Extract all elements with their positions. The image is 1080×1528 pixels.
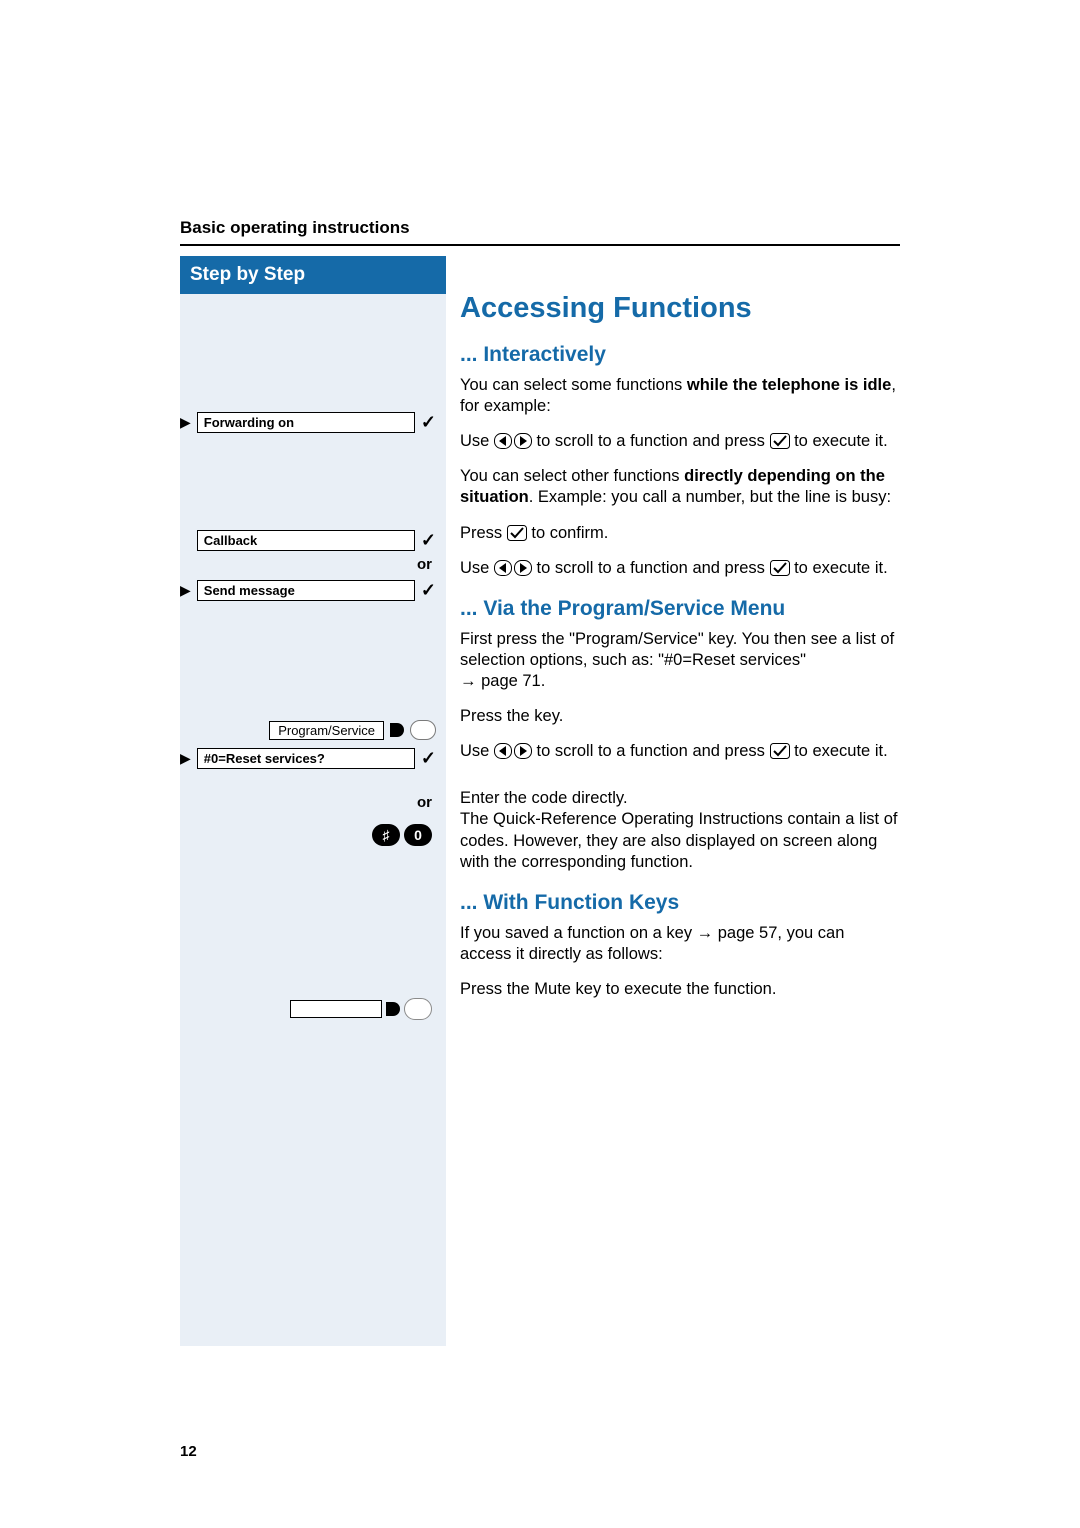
zero-key[interactable]: 0 bbox=[404, 824, 432, 846]
scroll-right-icon: ▶ bbox=[180, 582, 191, 599]
confirm-icon: ✓ bbox=[421, 748, 436, 769]
display-text: Forwarding on bbox=[197, 412, 415, 433]
t: Use bbox=[460, 742, 494, 760]
program-service-key: Program/Service bbox=[180, 720, 436, 740]
t: to execute it. bbox=[794, 742, 888, 760]
display-text: Send message bbox=[197, 580, 415, 601]
confirm-key-icon bbox=[770, 560, 790, 576]
confirm-icon: ✓ bbox=[421, 580, 436, 601]
t: page 57 bbox=[718, 924, 778, 942]
t: You can select some functions bbox=[460, 376, 687, 394]
content-columns: Step by Step ▶ Forwarding on ✓ ▶ Callbac… bbox=[180, 256, 900, 1346]
cross-ref: → page 57 bbox=[697, 924, 778, 942]
confirm-key-icon bbox=[770, 433, 790, 449]
scroll-right-icon: ▶ bbox=[180, 750, 191, 767]
t: Use bbox=[460, 432, 494, 450]
display-send-message: ▶ Send message ✓ bbox=[180, 580, 436, 601]
led-icon bbox=[386, 1002, 400, 1016]
key-button[interactable] bbox=[410, 720, 436, 740]
para-use-scroll-3: Use to scroll to a function and press to… bbox=[460, 741, 900, 762]
mute-key-row bbox=[180, 998, 436, 1020]
display-reset-services: ▶ #0=Reset services? ✓ bbox=[180, 748, 436, 769]
t: Press bbox=[460, 524, 507, 542]
t: You can select other functions bbox=[460, 467, 684, 485]
display-callback: ▶ Callback ✓ bbox=[180, 530, 436, 551]
scroll-left-right-icon bbox=[494, 433, 532, 449]
confirm-key-icon bbox=[770, 743, 790, 759]
para-mute-key: Press the Mute key to execute the functi… bbox=[460, 979, 900, 1000]
t: to scroll to a function and press bbox=[537, 742, 770, 760]
key-label: Program/Service bbox=[269, 721, 384, 740]
display-text: #0=Reset services? bbox=[197, 748, 415, 769]
para-depending: You can select other functions directly … bbox=[460, 466, 900, 508]
hash-key[interactable]: ♯ bbox=[372, 824, 400, 846]
or-separator: or bbox=[180, 794, 436, 811]
confirm-icon: ✓ bbox=[421, 412, 436, 433]
para-press-key: Press the key. bbox=[460, 706, 900, 727]
key-label-slot bbox=[290, 1000, 382, 1018]
display-forwarding: ▶ Forwarding on ✓ bbox=[180, 412, 436, 433]
page-number: 12 bbox=[180, 1443, 197, 1460]
confirm-icon: ✓ bbox=[421, 530, 436, 551]
t-bold: while the telephone is idle bbox=[687, 376, 891, 394]
display-text: Callback bbox=[197, 530, 415, 551]
section-program-service: ... Via the Program/Service Menu bbox=[460, 597, 900, 621]
cross-ref: → page 71. bbox=[460, 672, 545, 690]
t: Use bbox=[460, 559, 494, 577]
para-use-scroll-2: Use to scroll to a function and press to… bbox=[460, 558, 900, 579]
led-icon bbox=[390, 723, 404, 737]
t: Enter the code directly. bbox=[460, 789, 628, 807]
para-press-confirm: Press to confirm. bbox=[460, 523, 900, 544]
t: If you saved a function on a key bbox=[460, 924, 697, 942]
header-rule bbox=[180, 244, 900, 246]
confirm-key-icon bbox=[507, 525, 527, 541]
t: to confirm. bbox=[531, 524, 608, 542]
section-interactively: ... Interactively bbox=[460, 343, 900, 367]
para-code-entry: Enter the code directly. The Quick-Refer… bbox=[460, 788, 900, 872]
t: to scroll to a function and press bbox=[537, 559, 770, 577]
manual-page: Basic operating instructions Step by Ste… bbox=[0, 0, 1080, 1528]
section-function-keys: ... With Function Keys bbox=[460, 891, 900, 915]
main-content: Accessing Functions ... Interactively Yo… bbox=[446, 256, 900, 1346]
scroll-left-right-icon bbox=[494, 743, 532, 759]
para-use-scroll-1: Use to scroll to a function and press to… bbox=[460, 431, 900, 452]
mute-key-button[interactable] bbox=[404, 998, 432, 1020]
code-entry-keys: ♯ 0 bbox=[180, 824, 436, 846]
t: to execute it. bbox=[794, 432, 888, 450]
t: page 71. bbox=[481, 672, 545, 690]
page-title: Accessing Functions bbox=[460, 292, 900, 325]
scroll-left-right-icon bbox=[494, 560, 532, 576]
t: to scroll to a function and press bbox=[537, 432, 770, 450]
scroll-right-icon: ▶ bbox=[180, 414, 191, 431]
sidebar-title: Step by Step bbox=[180, 256, 446, 294]
step-sidebar: Step by Step ▶ Forwarding on ✓ ▶ Callbac… bbox=[180, 256, 446, 1346]
or-separator: or bbox=[180, 556, 436, 573]
running-header: Basic operating instructions bbox=[180, 218, 900, 238]
para-idle: You can select some functions while the … bbox=[460, 375, 900, 417]
t: First press the "Program/Service" key. Y… bbox=[460, 630, 894, 669]
para-saved-key: If you saved a function on a key → page … bbox=[460, 923, 900, 965]
t: to execute it. bbox=[794, 559, 888, 577]
t: The Quick-Reference Operating Instructio… bbox=[460, 810, 897, 870]
para-progsvc-intro: First press the "Program/Service" key. Y… bbox=[460, 629, 900, 692]
t: . Example: you call a number, but the li… bbox=[529, 488, 891, 506]
